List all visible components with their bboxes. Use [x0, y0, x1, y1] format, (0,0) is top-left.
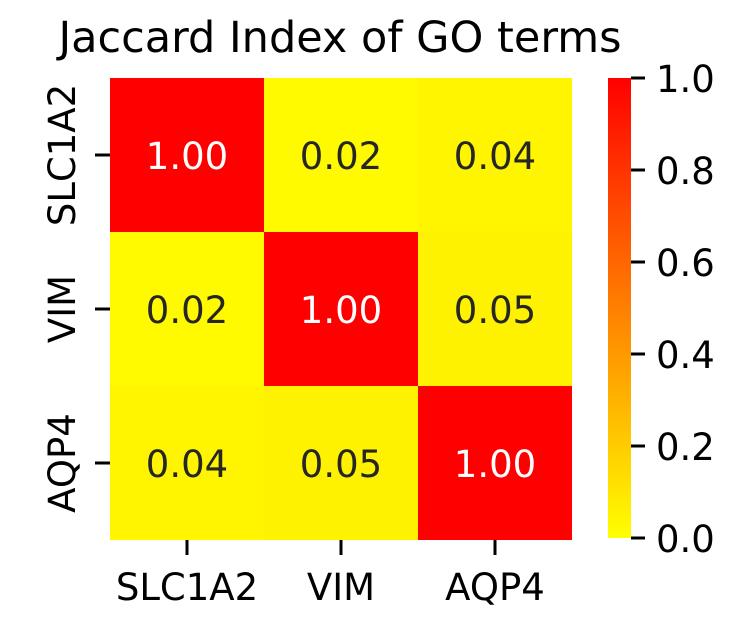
heatmap-cell-label: 0.05 — [300, 443, 382, 486]
colorbar-tick-label: 0.8 — [656, 150, 715, 193]
y-tick-label: VIM — [41, 275, 84, 343]
heatmap-cell-label: 0.04 — [146, 443, 228, 486]
chart-title: Jaccard Index of GO terms — [55, 13, 621, 63]
colorbar — [608, 78, 631, 538]
y-tick-label: AQP4 — [41, 413, 84, 513]
heatmap-cell — [264, 386, 418, 540]
heatmap-cell — [418, 386, 572, 540]
heatmap-cell-label: 0.02 — [146, 289, 228, 332]
y-axis: SLC1A2 VIM AQP4 — [41, 84, 110, 513]
colorbar-tick-label: 0.2 — [656, 426, 715, 469]
heatmap-cell-label: 1.00 — [146, 135, 228, 178]
heatmap-cell-label: 0.02 — [300, 135, 382, 178]
heatmap-cell — [418, 78, 572, 232]
colorbar-tick-label: 1.0 — [656, 58, 715, 101]
x-axis: SLC1A2 VIM AQP4 — [116, 540, 545, 609]
heatmap-cell — [110, 232, 264, 386]
heatmap-cell — [110, 78, 264, 232]
y-tick-label: SLC1A2 — [41, 84, 84, 226]
heatmap-cell-label: 1.00 — [300, 289, 382, 332]
heatmap-cell — [264, 232, 418, 386]
heatmap-cell-label: 0.04 — [454, 135, 536, 178]
x-tick-label: VIM — [307, 566, 375, 609]
heatmap-cell — [264, 78, 418, 232]
heatmap-cell-label: 0.05 — [454, 289, 536, 332]
heatmap-cell-label: 1.00 — [454, 443, 536, 486]
heatmap-cells — [110, 78, 572, 540]
heatmap-cell-labels: 1.00 0.02 0.04 0.02 1.00 0.05 0.04 0.05 1.00 — [146, 135, 536, 486]
heatmap-cell — [418, 232, 572, 386]
colorbar-tick-label: 0.6 — [656, 242, 715, 285]
colorbar-tick-label: 0.0 — [656, 518, 715, 561]
x-tick-label: SLC1A2 — [116, 566, 258, 609]
x-tick-label: AQP4 — [445, 566, 545, 609]
colorbar-axis: 0.0 0.2 0.4 0.6 0.8 1.0 — [631, 58, 715, 561]
colorbar-tick-label: 0.4 — [656, 334, 715, 377]
heatmap-cell — [110, 386, 264, 540]
